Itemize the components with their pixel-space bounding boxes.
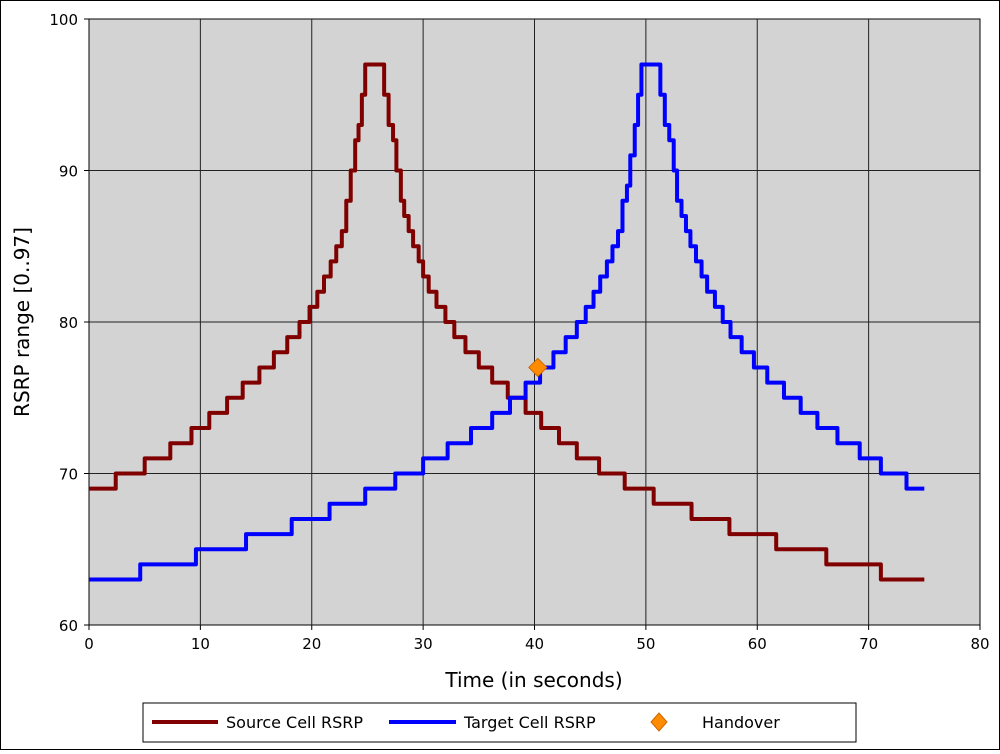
source-cell-rsrp-line xyxy=(89,62,925,582)
legend-label-handover: Handover xyxy=(702,713,780,732)
target-cell-rsrp-line xyxy=(89,62,925,582)
y-tick-label: 100 xyxy=(49,11,78,29)
series-layer xyxy=(89,62,925,582)
y-axis-label: RSRP range [0..97] xyxy=(10,227,34,417)
legend-box xyxy=(142,702,857,743)
y-tick-label: 60 xyxy=(59,617,78,635)
x-tick-label: 50 xyxy=(636,635,655,653)
x-tick-label: 40 xyxy=(525,635,544,653)
x-tick-label: 0 xyxy=(84,635,94,653)
handover-marker xyxy=(528,357,548,378)
y-tick-label: 80 xyxy=(59,314,78,332)
legend-label-target: Target Cell RSRP xyxy=(463,713,596,732)
x-tick-label: 70 xyxy=(859,635,878,653)
x-tick-label: 20 xyxy=(302,635,321,653)
y-tick-label: 70 xyxy=(59,466,78,484)
tick-labels: 0 10 20 30 40 50 60 70 80 60 70 80 90 100 xyxy=(49,11,989,653)
grid-lines xyxy=(89,19,980,625)
y-tick-label: 90 xyxy=(59,163,78,181)
legend-label-source: Source Cell RSRP xyxy=(226,713,363,732)
x-axis-label: Time (in seconds) xyxy=(444,668,622,692)
legend: Source Cell RSRP Target Cell RSRP Handov… xyxy=(142,702,857,743)
x-tick-label: 60 xyxy=(748,635,767,653)
x-tick-label: 80 xyxy=(970,635,989,653)
x-tick-label: 30 xyxy=(414,635,433,653)
x-tick-label: 10 xyxy=(191,635,210,653)
legend-swatch-handover xyxy=(650,712,668,732)
